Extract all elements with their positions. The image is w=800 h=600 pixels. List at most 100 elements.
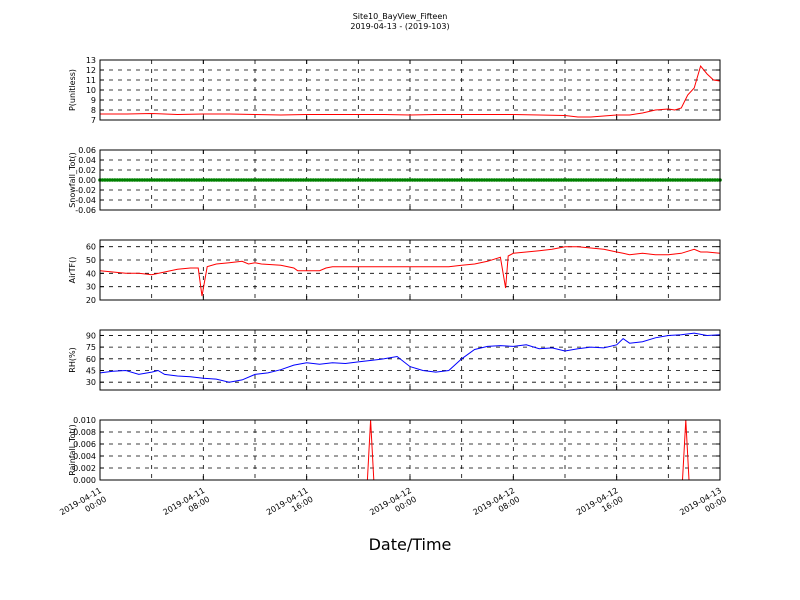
- data-point: [390, 178, 395, 182]
- data-point: [509, 178, 514, 182]
- data-point: [708, 178, 712, 182]
- data-point: [388, 178, 392, 182]
- data-point: [113, 178, 117, 182]
- data-point: [378, 178, 383, 182]
- data-point: [676, 178, 680, 182]
- data-point: [492, 178, 497, 182]
- data-point: [165, 178, 169, 182]
- data-point: [529, 178, 534, 182]
- data-point: [495, 178, 499, 182]
- data-point: [502, 178, 507, 182]
- data-point: [115, 178, 120, 182]
- y-tick-label: 30: [86, 378, 96, 387]
- data-point: [286, 178, 291, 182]
- data-point: [557, 178, 561, 182]
- chart-title-line1: Site10_BayView_Fifteen: [353, 12, 448, 21]
- data-point: [276, 178, 281, 182]
- data-point: [423, 178, 427, 182]
- data-point: [452, 178, 457, 182]
- data-point: [648, 178, 653, 182]
- x-tick-label: 2019-04-1216:00: [575, 486, 625, 526]
- data-point: [564, 178, 569, 182]
- chart-title-line2: 2019-04-13 - (2019-103): [350, 22, 449, 31]
- data-point: [316, 178, 321, 182]
- y-tick-label: 60: [86, 355, 96, 364]
- data-point: [346, 178, 350, 182]
- y-tick-label: 0.000: [73, 476, 96, 485]
- y-tick-label: 11: [86, 76, 96, 85]
- data-point: [160, 178, 164, 182]
- y-tick-label: 8: [91, 106, 96, 115]
- data-point: [118, 178, 122, 182]
- data-point: [309, 178, 313, 182]
- data-point: [467, 178, 472, 182]
- data-point: [589, 178, 593, 182]
- data-point: [123, 178, 127, 182]
- data-point: [517, 178, 521, 182]
- data-point: [621, 178, 626, 182]
- data-point: [703, 178, 707, 182]
- data-point: [497, 178, 502, 182]
- data-point: [447, 178, 452, 182]
- data-point: [514, 178, 519, 182]
- data-point: [229, 178, 234, 182]
- data-point: [586, 178, 591, 182]
- data-point: [428, 178, 432, 182]
- data-point: [348, 178, 353, 182]
- data-point: [311, 178, 316, 182]
- data-point: [554, 178, 559, 182]
- data-point: [331, 178, 335, 182]
- data-point: [539, 178, 544, 182]
- data-point: [323, 178, 328, 182]
- data-point: [698, 178, 702, 182]
- data-point: [351, 178, 355, 182]
- y-tick-label: 50: [86, 256, 96, 265]
- data-point: [579, 178, 583, 182]
- data-point: [519, 178, 524, 182]
- data-point: [294, 178, 298, 182]
- data-point: [623, 178, 628, 182]
- data-point: [611, 178, 616, 182]
- data-point: [127, 178, 132, 182]
- data-point: [227, 178, 231, 182]
- data-point: [485, 178, 489, 182]
- y-tick-label: -0.04: [75, 196, 96, 205]
- data-point: [584, 178, 588, 182]
- data-point: [470, 178, 474, 182]
- data-point: [596, 178, 601, 182]
- y-axis-label: Snowfall_Tot(): [68, 152, 77, 208]
- data-point: [162, 178, 167, 182]
- data-point: [358, 178, 363, 182]
- subplot-3: 20 30 40 50 60 AirTF(): [68, 239, 721, 305]
- data-point: [522, 178, 526, 182]
- data-point: [269, 178, 273, 182]
- data-point: [542, 178, 546, 182]
- y-tick-label: 60: [86, 243, 96, 252]
- data-point: [681, 178, 685, 182]
- data-point: [182, 178, 187, 182]
- data-point: [619, 178, 623, 182]
- data-point: [296, 178, 301, 182]
- data-point: [197, 178, 201, 182]
- y-tick-label: 45: [86, 367, 96, 376]
- data-point: [209, 178, 214, 182]
- data-point: [710, 178, 715, 182]
- data-point: [110, 178, 115, 182]
- y-tick-label: 0.004: [73, 452, 96, 461]
- data-point: [224, 178, 229, 182]
- y-tick-label: 0.010: [73, 416, 96, 425]
- data-point: [393, 178, 397, 182]
- data-point: [462, 178, 467, 182]
- data-point: [266, 178, 271, 182]
- data-point: [237, 178, 241, 182]
- data-point: [356, 178, 360, 182]
- y-tick-label: 10: [86, 86, 96, 95]
- data-point: [549, 178, 554, 182]
- data-point: [214, 178, 219, 182]
- y-tick-label: 90: [86, 331, 96, 340]
- data-point: [400, 178, 405, 182]
- data-point: [472, 178, 477, 182]
- data-point: [408, 178, 412, 182]
- data-point: [137, 178, 142, 182]
- subplot-panels: 78910111213P(unitless)-0.06-0.04-0.020.0…: [68, 56, 722, 485]
